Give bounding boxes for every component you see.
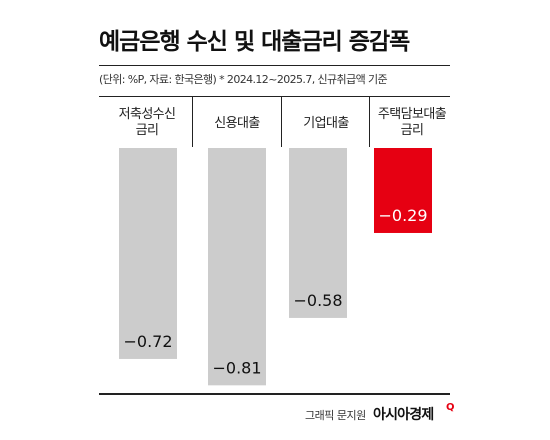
brand-logo-mark: Q xyxy=(446,402,455,413)
bar-value-label-1: −0.81 xyxy=(212,358,261,377)
category-label-credit-loan: 신용대출 xyxy=(214,116,260,131)
category-label-corporate-loan: 기업대출 xyxy=(303,116,349,131)
bar-3 xyxy=(374,148,432,233)
bar-value-label-3: −0.29 xyxy=(378,206,427,225)
bar-value-label-0: −0.72 xyxy=(123,332,172,351)
category-separator xyxy=(369,97,370,147)
graphic-credit: 그래픽 문지원 xyxy=(305,409,366,422)
chart-subtitle: (단위: %P, 자료: 한국은행) * 2024.12~2025.7, 신규취… xyxy=(99,73,388,86)
bar-value-label-2: −0.58 xyxy=(293,291,342,310)
title-rule xyxy=(99,65,450,66)
bar-1 xyxy=(208,148,266,386)
chart-title: 예금은행 수신 및 대출금리 증감폭 xyxy=(99,29,410,55)
bar-0 xyxy=(119,148,177,359)
category-label-savings: 저축성수신 금리 xyxy=(118,107,176,138)
brand-logo-text: 아시아경제 xyxy=(373,407,434,423)
baseline-rule xyxy=(99,393,450,395)
category-separator xyxy=(281,97,282,147)
header-rule xyxy=(99,96,450,97)
category-label-mortgage: 주택담보대출 금리 xyxy=(377,107,447,138)
category-separator xyxy=(192,97,193,147)
bar-2 xyxy=(289,148,347,318)
